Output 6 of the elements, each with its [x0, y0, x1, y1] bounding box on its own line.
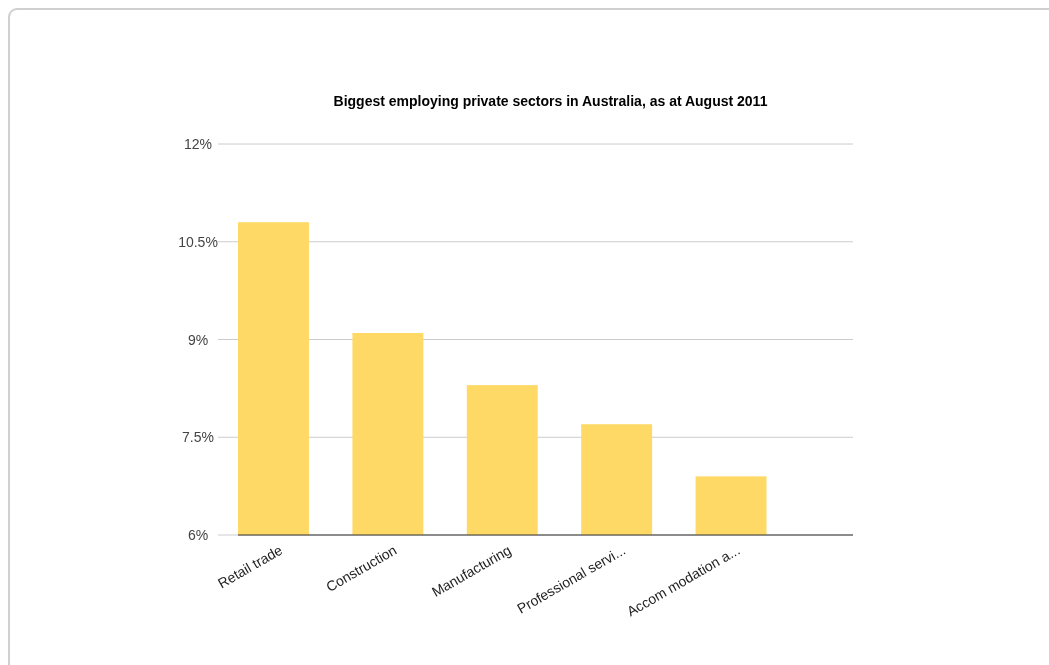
- y-tick-label: 7.5%: [182, 429, 214, 446]
- y-tick-label: 9%: [187, 331, 209, 348]
- y-tick-label: 12%: [183, 136, 213, 152]
- y-tick-label: 6%: [187, 527, 209, 543]
- chart-title: Biggest employing private sectors in Australia, as at August 2011: [333, 93, 768, 109]
- y-tick-label: 10.5%: [178, 233, 218, 250]
